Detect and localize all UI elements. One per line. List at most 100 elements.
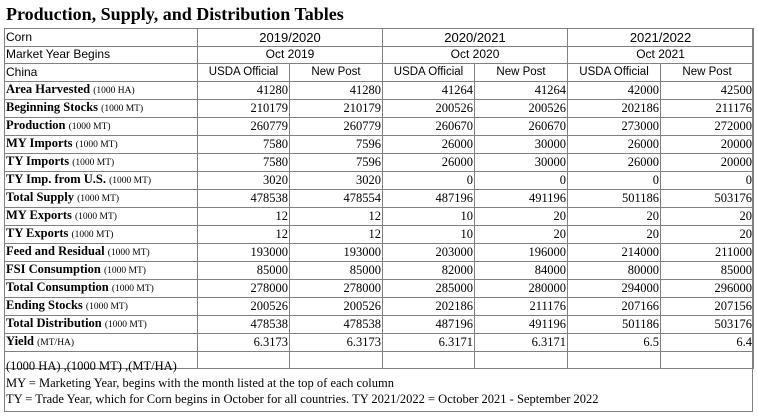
table-row: Total Supply (1000 MT) 478538 478554 487196… (4, 188, 755, 208)
table-cell: 30000 (474, 134, 569, 154)
table-cell: 503176 (660, 188, 755, 208)
table-cell: 200526 (197, 296, 290, 316)
row-label-text: MY Imports (6, 135, 73, 150)
table-cell: 20000 (660, 134, 755, 154)
row-label: TY Imp. from U.S. (1000 MT) (4, 170, 198, 190)
table-cell: 491196 (474, 188, 569, 208)
table-cell: 491196 (474, 314, 569, 334)
table-cell: 20 (660, 224, 755, 244)
table-cell: 280000 (474, 278, 569, 298)
table-row: Total Consumption (1000 MT) 278000 278000 2… (4, 278, 755, 298)
table-cell: 42500 (660, 80, 755, 100)
row-unit: (1000 MT) (111, 283, 154, 294)
table-cell: 3020 (288, 170, 384, 190)
table-cell: 26000 (567, 134, 662, 154)
table-cell: 501186 (567, 188, 662, 208)
row-label: FSI Consumption (1000 MT) (4, 260, 198, 280)
table-cell: 80000 (567, 260, 662, 280)
table-cell: 6.5 (567, 332, 662, 352)
table-row: Yield (MT/HA) 6.3173 6.3173 6.3171 6.3171 6.5… (4, 332, 755, 352)
table-cell: 0 (474, 170, 569, 190)
row-label: Total Distribution (1000 MT) (4, 314, 198, 334)
spacer-cell (474, 350, 569, 369)
table-cell: 503176 (660, 314, 755, 334)
row-label: MY Exports (1000 MT) (4, 206, 198, 226)
row-unit: (1000 MT) (101, 103, 144, 114)
table-cell: 41280 (197, 80, 290, 100)
table-cell: 20 (660, 206, 755, 226)
table-cell: 211176 (660, 98, 755, 118)
footnotes: (1000 HA) ,(1000 MT) ,(MT/HA) MY = Marke… (6, 358, 599, 408)
table-row: MY Imports (1000 MT) 7580 7596 26000 30000 26… (4, 134, 755, 154)
sub-col-post: New Post (660, 63, 755, 82)
footnote-ty: TY = Trade Year, which for Corn begins i… (6, 392, 599, 406)
table-cell: 6.3173 (288, 332, 384, 352)
row-label-text: Beginning Stocks (6, 99, 99, 114)
table-cell: 85000 (660, 260, 755, 280)
table-cell: 41264 (474, 80, 569, 100)
table-cell: 26000 (382, 152, 476, 172)
row-unit: (1000 MT) (103, 265, 146, 276)
header-row-years: Corn 2019/2020 2020/2021 2021/2022 (4, 28, 755, 47)
table-cell: 7580 (197, 152, 290, 172)
table-cell: 200526 (474, 98, 569, 118)
table-cell: 202186 (382, 296, 476, 316)
table-cell: 487196 (382, 314, 476, 334)
table-cell: 12 (197, 206, 290, 226)
table-row: Total Distribution (1000 MT) 478538 478538… (4, 314, 755, 334)
table-cell: 203000 (382, 242, 476, 262)
row-label-text: Production (6, 117, 66, 132)
row-unit: (1000 MT) (68, 121, 111, 132)
row-unit: (1000 MT) (77, 193, 120, 204)
footnote-my: MY = Marketing Year, begins with the mon… (6, 375, 394, 390)
row-unit: (1000 MT) (74, 211, 117, 222)
row-label: Total Supply (1000 MT) (4, 188, 198, 208)
table-cell: 6.4 (660, 332, 755, 352)
table-cell: 6.3171 (382, 332, 476, 352)
table-cell: 278000 (288, 278, 384, 298)
table-cell: 42000 (567, 80, 662, 100)
table-cell: 210179 (288, 98, 384, 118)
table-cell: 196000 (474, 242, 569, 262)
begins-2021: Oct 2021 (567, 45, 755, 64)
spacer-cell (660, 350, 755, 369)
table-cell: 478538 (197, 188, 290, 208)
table-cell: 3020 (197, 170, 290, 190)
table-cell: 84000 (474, 260, 569, 280)
table-cell: 211000 (660, 242, 755, 262)
table-cell: 273000 (567, 116, 662, 136)
row-label-text: Total Consumption (6, 279, 109, 294)
table-cell: 285000 (382, 278, 476, 298)
psd-table: Corn 2019/2020 2020/2021 2021/2022 Marke… (4, 28, 755, 369)
table-cell: 200526 (288, 296, 384, 316)
table-row: Area Harvested (1000 HA) 41280 41280 41264 4… (4, 80, 755, 100)
row-label: Area Harvested (1000 HA) (4, 80, 198, 100)
table-cell: 20 (474, 224, 569, 244)
table-cell: 10 (382, 206, 476, 226)
row-label: Ending Stocks (1000 MT) (4, 296, 198, 316)
year-header-2019: 2019/2020 (196, 28, 384, 47)
table-cell: 10 (382, 224, 476, 244)
table-cell: 7596 (288, 134, 384, 154)
table-row: TY Imp. from U.S. (1000 MT) 3020 3020 0 0 0 0 (4, 170, 755, 190)
table-cell: 207166 (567, 296, 662, 316)
begins-2019: Oct 2019 (196, 45, 384, 64)
table-cell: 210179 (197, 98, 290, 118)
table-row: Ending Stocks (1000 MT) 200526 200526 20218… (4, 296, 755, 316)
table-cell: 41264 (382, 80, 476, 100)
table-cell: 260670 (474, 116, 569, 136)
sub-col-post: New Post (288, 63, 384, 82)
table-cell: 20 (567, 206, 662, 226)
table-cell: 0 (660, 170, 755, 190)
begins-2020: Oct 2020 (382, 45, 569, 64)
country-label: China (4, 63, 198, 82)
row-label-text: Yield (6, 333, 35, 348)
table-cell: 12 (288, 224, 384, 244)
row-label-text: Ending Stocks (6, 297, 83, 312)
table-row: Feed and Residual (1000 MT) 193000 193000 2… (4, 242, 755, 262)
row-label: TY Exports (1000 MT) (4, 224, 198, 244)
table-cell: 260779 (197, 116, 290, 136)
row-label: Beginning Stocks (1000 MT) (4, 98, 198, 118)
row-unit: (1000 MT) (85, 301, 128, 312)
row-unit: (1000 MT) (71, 229, 114, 240)
